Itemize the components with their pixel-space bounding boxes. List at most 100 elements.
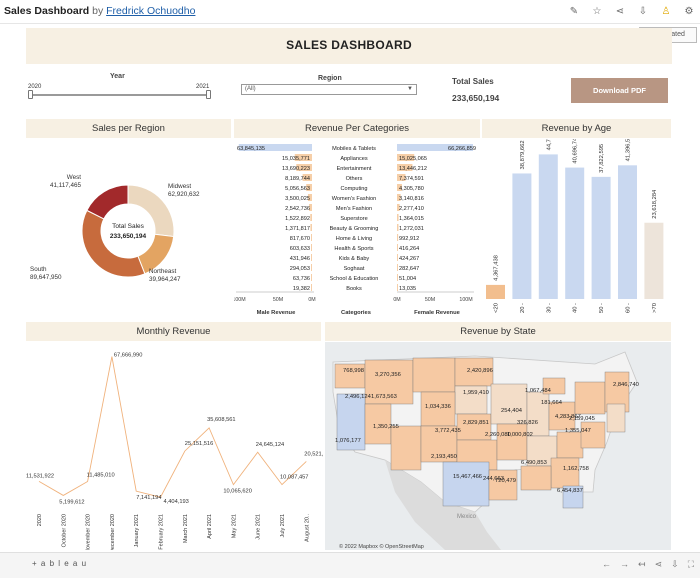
state-shape[interactable] xyxy=(420,425,458,463)
female-bar[interactable] xyxy=(397,234,399,241)
revenue-per-categories-title: Revenue Per Categories xyxy=(234,119,480,138)
state-shape[interactable] xyxy=(550,457,580,489)
female-bar[interactable] xyxy=(397,184,402,191)
male-bar[interactable] xyxy=(296,164,312,171)
female-bar[interactable] xyxy=(397,214,399,221)
year-slider-track[interactable] xyxy=(30,94,210,96)
male-value-label: 294,053 xyxy=(290,266,310,272)
age-bar[interactable] xyxy=(644,222,664,299)
tableau-logo[interactable]: + a b l e a u xyxy=(32,559,88,568)
female-bar[interactable] xyxy=(397,224,399,231)
state-shape[interactable] xyxy=(334,363,366,389)
state-shape[interactable] xyxy=(390,425,422,471)
state-shape[interactable] xyxy=(542,377,566,395)
revert-icon[interactable]: ↤ xyxy=(638,559,646,569)
region-select[interactable]: (All) ▼ xyxy=(241,84,417,95)
male-bar[interactable] xyxy=(311,274,312,281)
female-bar[interactable] xyxy=(397,194,401,201)
female-bar[interactable] xyxy=(397,254,398,261)
author-link[interactable]: Fredrick Ochuodho xyxy=(106,5,196,17)
male-bar[interactable] xyxy=(311,244,312,251)
female-bar[interactable] xyxy=(397,204,400,211)
male-bar[interactable] xyxy=(307,194,312,201)
age-bar[interactable] xyxy=(618,165,637,299)
monthly-value-label: 10,065,620 xyxy=(223,489,251,495)
metrics-icon[interactable]: ♙ xyxy=(661,6,671,17)
year-filter-label: Year xyxy=(110,73,125,80)
female-bar[interactable] xyxy=(397,284,398,291)
age-bar[interactable] xyxy=(512,173,532,299)
state-shape[interactable] xyxy=(442,461,490,507)
male-bar[interactable] xyxy=(309,204,312,211)
state-shape[interactable] xyxy=(412,357,456,393)
female-bar[interactable] xyxy=(397,154,415,161)
age-bar[interactable] xyxy=(486,284,505,299)
state-shape[interactable] xyxy=(562,485,584,509)
comment-icon[interactable]: ✎ xyxy=(569,6,579,17)
state-shape[interactable] xyxy=(496,423,528,461)
male-axis-tick: 0M xyxy=(308,297,315,303)
state-shape[interactable] xyxy=(456,413,492,441)
donut-slice-west[interactable] xyxy=(86,184,129,220)
male-bar[interactable] xyxy=(311,234,312,241)
male-bar[interactable] xyxy=(310,214,312,221)
year-slider-min-handle[interactable] xyxy=(28,90,33,99)
state-shape[interactable] xyxy=(526,391,550,437)
age-bar[interactable] xyxy=(538,154,558,299)
year-slider-max-handle[interactable] xyxy=(206,90,211,99)
age-bar[interactable] xyxy=(565,167,585,299)
state-value-label: 3,772,435 xyxy=(435,428,461,434)
male-bar[interactable] xyxy=(311,264,312,271)
male-bar[interactable] xyxy=(306,184,312,191)
state-shape[interactable] xyxy=(574,381,606,415)
state-value-label: 326,826 xyxy=(517,420,538,426)
male-bar[interactable] xyxy=(238,144,312,151)
settings-icon[interactable]: ⚙ xyxy=(684,6,694,17)
redo-icon[interactable]: → xyxy=(620,559,630,569)
state-shape[interactable] xyxy=(488,469,518,501)
female-bar[interactable] xyxy=(397,264,398,271)
revenue-by-age-title: Revenue by Age xyxy=(482,119,671,138)
star-icon[interactable]: ☆ xyxy=(592,6,602,17)
donut-slice-south[interactable] xyxy=(81,209,146,278)
state-shape[interactable] xyxy=(420,391,456,427)
female-bar[interactable] xyxy=(397,144,473,151)
dashboard-title: SALES DASHBOARD xyxy=(286,38,412,52)
male-bar[interactable] xyxy=(302,174,312,181)
female-bar[interactable] xyxy=(397,244,398,251)
age-tick-label: 30 - xyxy=(546,303,552,313)
state-shape[interactable] xyxy=(556,431,584,459)
download-pdf-button[interactable]: Download PDF xyxy=(571,78,668,103)
female-bar[interactable] xyxy=(397,274,398,281)
month-tick-label: February 2021 xyxy=(159,514,165,550)
male-revenue-header: Male Revenue xyxy=(257,310,296,316)
download-icon[interactable]: ⇩ xyxy=(638,6,648,17)
state-shape[interactable] xyxy=(364,403,392,445)
month-tick-label: December 2020 xyxy=(110,514,116,550)
state-shape[interactable] xyxy=(548,401,576,431)
map-attribution[interactable]: © 2022 Mapbox © OpenStreetMap xyxy=(339,543,424,550)
age-bar-label: 38,879,662 xyxy=(520,140,526,169)
monthly-revenue-line[interactable] xyxy=(38,356,307,498)
category-label: Books xyxy=(346,286,362,292)
female-bar[interactable] xyxy=(397,174,406,181)
male-bar[interactable] xyxy=(311,284,312,291)
state-shape[interactable] xyxy=(490,383,528,425)
state-shape[interactable] xyxy=(580,421,606,449)
revenue-by-state-map[interactable]: 768,998 3,270,356 2,420,896 2,496,124 1,673,… xyxy=(325,342,671,550)
male-bar[interactable] xyxy=(311,254,312,261)
state-shape[interactable] xyxy=(454,357,494,387)
age-bar[interactable] xyxy=(591,176,611,299)
female-bar[interactable] xyxy=(397,164,413,171)
donut-center-label: Total Sales xyxy=(112,223,145,230)
male-bar[interactable] xyxy=(294,154,312,161)
month-tick-label: November 2020 xyxy=(86,514,92,550)
download-icon[interactable]: ⇩ xyxy=(671,559,679,569)
state-shape[interactable] xyxy=(520,465,552,491)
share-icon[interactable]: ⋖ xyxy=(654,559,663,569)
undo-icon[interactable]: ← xyxy=(602,559,612,569)
state-shape[interactable] xyxy=(606,403,626,433)
share-icon[interactable]: ⋖ xyxy=(615,6,625,17)
male-bar[interactable] xyxy=(310,224,312,231)
fullscreen-icon[interactable]: ⛶ xyxy=(687,559,694,569)
